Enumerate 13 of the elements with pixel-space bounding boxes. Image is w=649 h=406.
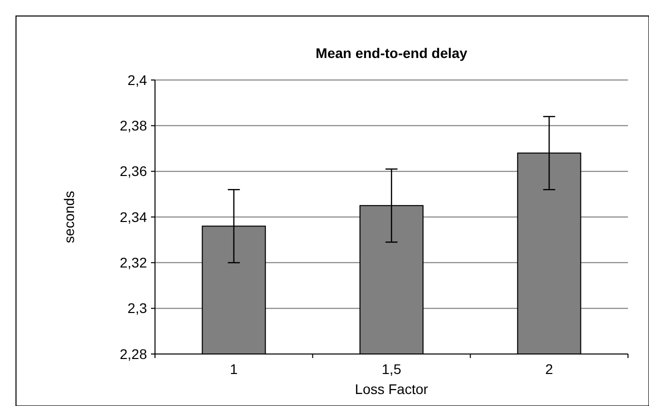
x-tick-label: 2 [545,361,554,377]
y-tick-label: 2,36 [120,163,148,180]
y-tick-label: 2,38 [120,118,148,134]
y-tick-label: 2,34 [120,208,148,225]
y-tick-label: 2,3 [128,300,148,316]
x-tick-label: 1 [230,361,238,377]
x-axis-title: Loss Factor [354,381,428,397]
y-tick-label: 2,32 [120,254,148,271]
chart-title: Mean end-to-end delay [316,45,468,61]
x-tick-label: 1,5 [382,361,402,377]
y-axis-title: seconds [61,190,77,244]
y-tick-label: 2,4 [128,72,148,88]
y-tick-label: 2,28 [120,346,148,362]
